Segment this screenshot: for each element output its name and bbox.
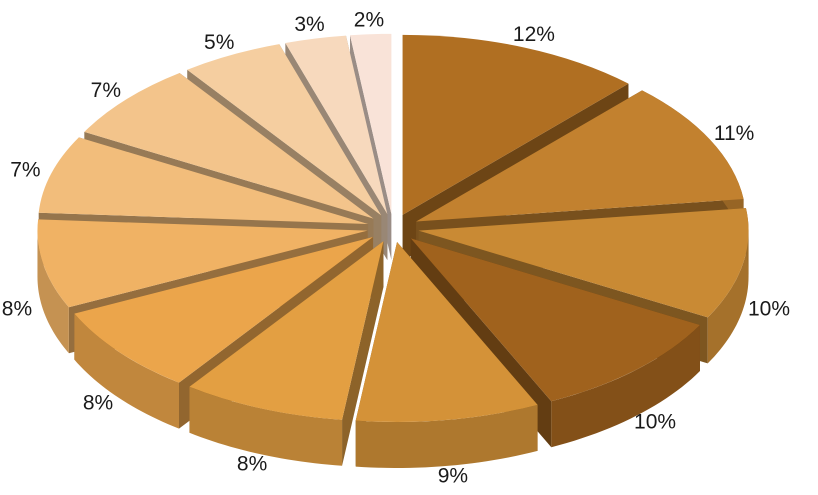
slice-label-6: 8%: [237, 453, 267, 476]
slice-top-face: [355, 242, 538, 423]
slice-outer-wall: [37, 230, 69, 354]
slice-top-face: [187, 44, 382, 216]
slice-label-5: 9%: [438, 465, 468, 488]
slice-label-8: 8%: [2, 298, 32, 321]
slice-top-face: [84, 72, 374, 219]
slice-top-face: [38, 137, 369, 225]
slice-label-4: 10%: [634, 411, 676, 434]
slice-label-3: 10%: [748, 298, 790, 321]
slice-outer-wall: [74, 313, 179, 429]
slice-label-2: 11%: [714, 122, 754, 145]
labels-layer: 12% 11% 10% 10% 9% 8% 8% 8% 7% 7% 5% 3% 2%: [2, 9, 790, 488]
slice-outer-wall: [707, 230, 749, 364]
slice-outer-wall: [551, 325, 700, 448]
slice-label-1: 12%: [513, 23, 555, 46]
slice-label-13: 2%: [354, 9, 384, 32]
slice-top-face: [418, 208, 749, 318]
slice-top-face: [350, 33, 392, 214]
slice-top-face: [410, 238, 700, 402]
slice-label-7: 8%: [83, 391, 113, 414]
slices-layer: [37, 33, 749, 469]
slice-top-face: [37, 219, 368, 308]
pie-slice-5: [355, 242, 538, 469]
slice-top-face: [416, 90, 744, 222]
slice-label-10: 7%: [91, 79, 121, 102]
slice-label-11: 5%: [204, 31, 234, 54]
slice-top-face: [402, 34, 629, 215]
slice-top-face: [189, 241, 384, 420]
pie-slice-6: [189, 241, 384, 466]
slice-top-face: [285, 35, 388, 215]
slice-label-9: 7%: [10, 159, 40, 182]
slice-outer-wall: [189, 386, 343, 466]
slice-top-face: [74, 237, 373, 383]
slice-outer-wall: [355, 404, 538, 469]
slice-side-face: [342, 241, 384, 466]
slice-label-12: 3%: [294, 13, 324, 36]
